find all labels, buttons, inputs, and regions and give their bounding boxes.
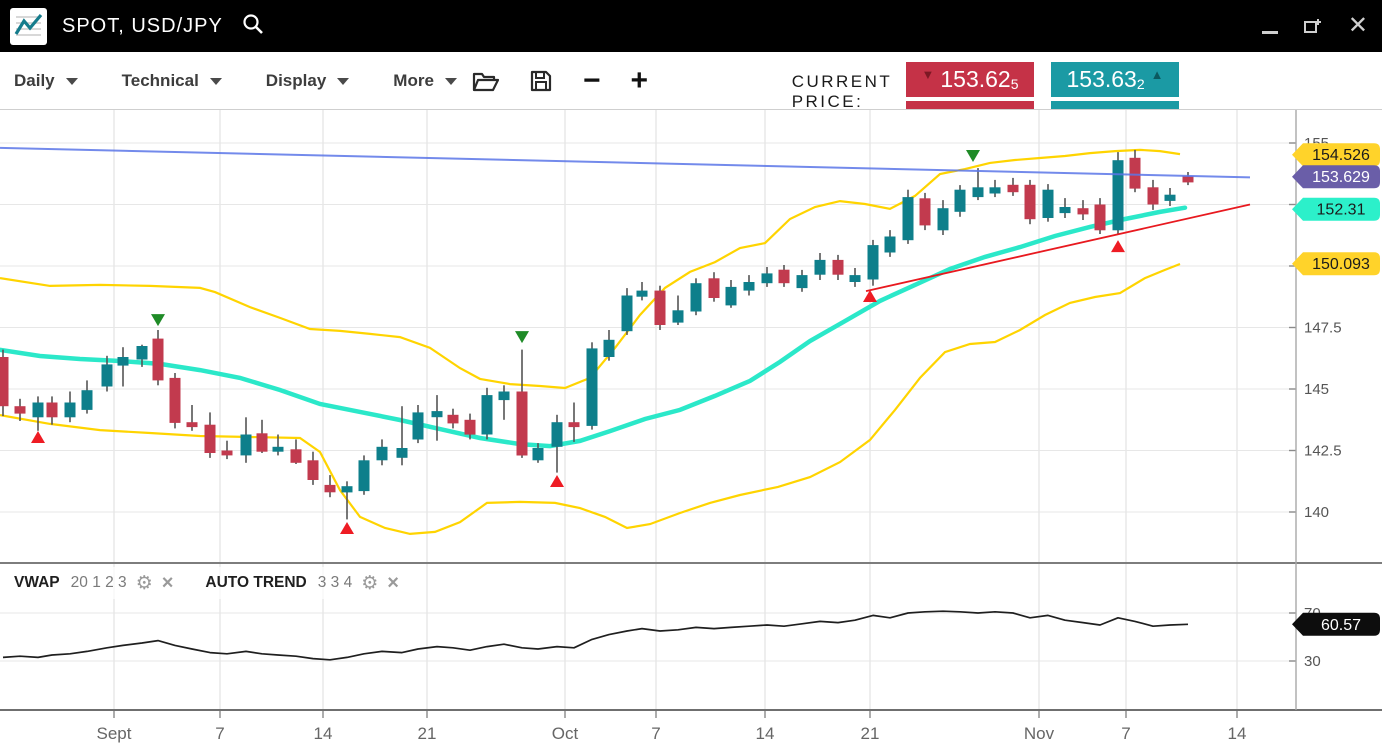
popout-button[interactable]: [1302, 15, 1324, 37]
close-icon[interactable]: ×: [161, 572, 174, 594]
indicator-params: 3 3 4: [317, 574, 353, 591]
gear-icon[interactable]: ⚙: [361, 572, 379, 594]
bollinger-upper-band: [0, 148, 1181, 390]
ask-price-button[interactable]: 153.63 2 ▲: [1051, 62, 1179, 97]
arrow-up-icon: ▲: [1150, 67, 1164, 82]
svg-text:140: 140: [1304, 504, 1329, 521]
sell-signal-markers: [151, 150, 980, 344]
app-logo-icon: [10, 7, 47, 45]
title-bar: SPOT, USD/JPY ✕: [0, 0, 1382, 52]
svg-text:145: 145: [1304, 381, 1329, 398]
indicator-params: 20 1 2 3: [70, 574, 127, 591]
horizontal-gridlines: [0, 142, 1296, 662]
chevron-down-icon: [337, 78, 350, 85]
bid-price-pip: 5: [1010, 75, 1019, 92]
zoom-in-button[interactable]: +: [630, 63, 649, 97]
bollinger-lower-band: [0, 262, 1181, 536]
svg-text:150.093: 150.093: [1312, 256, 1370, 273]
search-icon[interactable]: [241, 12, 265, 41]
display-dropdown[interactable]: Display: [266, 71, 350, 91]
vwap-line: [0, 205, 1188, 449]
bid-price: 153.62: [940, 66, 1011, 92]
svg-text:30: 30: [1304, 653, 1321, 670]
chevron-down-icon: [65, 78, 78, 85]
current-price-label: CURRENT PRICE:: [791, 72, 892, 110]
svg-text:Oct: Oct: [552, 724, 579, 743]
x-axis-labels: Sept 7 14 21 Oct 7 14 21 Nov 7 14: [97, 724, 1247, 743]
svg-text:14: 14: [314, 724, 333, 743]
bid-price-secondary: [906, 101, 1034, 109]
trendline-resistance[interactable]: [0, 146, 1251, 179]
svg-text:Sept: Sept: [97, 724, 132, 743]
close-button[interactable]: ✕: [1347, 12, 1368, 39]
chart-area: Sept71421Oct71421Nov714155152.5150147.51…: [0, 110, 1382, 752]
candles-layer: [0, 149, 1194, 520]
tool-icon-group: − +: [472, 52, 648, 109]
svg-text:7: 7: [215, 724, 224, 743]
indicator-legend: VWAP 20 1 2 3 ⚙ × AUTO TREND 3 3 4 ⚙ ×: [0, 567, 413, 599]
minimize-button[interactable]: [1261, 19, 1278, 34]
arrow-down-icon: ▼: [921, 67, 935, 82]
ask-price-secondary: [1051, 101, 1179, 109]
more-dropdown[interactable]: More: [393, 71, 457, 91]
zoom-out-button[interactable]: −: [583, 63, 601, 97]
bid-price-button[interactable]: ▼ 153.62 5: [906, 62, 1034, 97]
svg-text:Nov: Nov: [1024, 724, 1055, 743]
svg-text:60.57: 60.57: [1321, 617, 1361, 634]
svg-text:7: 7: [1121, 724, 1130, 743]
svg-text:153.629: 153.629: [1312, 169, 1370, 186]
svg-text:152.31: 152.31: [1317, 202, 1366, 219]
chart-canvas[interactable]: Sept71421Oct71421Nov714155152.5150147.51…: [0, 110, 1382, 752]
svg-text:14: 14: [756, 724, 775, 743]
gear-icon[interactable]: ⚙: [135, 572, 153, 594]
svg-text:21: 21: [418, 724, 437, 743]
vertical-gridlines: [113, 110, 1238, 718]
svg-text:154.526: 154.526: [1312, 147, 1370, 164]
toolbar: Daily Technical Display More: [0, 52, 1382, 110]
price-tags: 154.526 153.629 152.31 150.093 60.57: [1292, 143, 1380, 636]
svg-text:147.5: 147.5: [1304, 320, 1342, 337]
close-icon[interactable]: ×: [387, 572, 399, 594]
save-icon[interactable]: [529, 69, 553, 93]
svg-text:7: 7: [651, 724, 660, 743]
menu-bar: Daily Technical Display More: [14, 52, 457, 109]
trendline-support[interactable]: [865, 203, 1251, 292]
svg-text:14: 14: [1228, 724, 1247, 743]
technical-dropdown[interactable]: Technical: [122, 71, 222, 91]
svg-text:142.5: 142.5: [1304, 443, 1342, 460]
chevron-down-icon: [444, 78, 457, 85]
rsi-line: [2, 610, 1189, 661]
buy-signal-markers: [31, 240, 1125, 534]
chevron-down-icon: [209, 78, 222, 85]
window-title: SPOT, USD/JPY: [62, 14, 223, 37]
indicator-name: AUTO TREND: [205, 574, 307, 591]
window-controls: ✕: [1261, 0, 1368, 52]
indicator-name: VWAP: [14, 574, 60, 591]
svg-text:21: 21: [861, 724, 880, 743]
ask-price: 153.63: [1066, 66, 1137, 92]
open-folder-icon[interactable]: [472, 70, 499, 92]
ask-price-pip: 2: [1136, 75, 1145, 92]
timeframe-dropdown[interactable]: Daily: [14, 71, 78, 91]
